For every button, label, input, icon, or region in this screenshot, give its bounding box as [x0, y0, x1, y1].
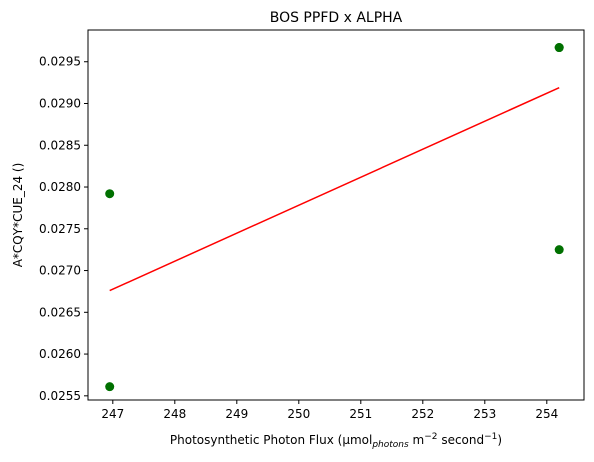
- x-axis-label: Photosynthetic Photon Flux (µmolphotons …: [170, 432, 502, 450]
- chart-title: BOS PPFD x ALPHA: [270, 10, 403, 26]
- y-tick-label: 0.0280: [39, 180, 81, 194]
- x-axis-label-prefix: Photosynthetic Photon Flux (µmol: [170, 433, 372, 447]
- y-tick-label: 0.0290: [39, 96, 81, 110]
- data-point: [554, 43, 564, 53]
- y-tick-label: 0.0265: [39, 305, 81, 319]
- plot-frame: [87, 29, 585, 401]
- y-tick-label: 0.0295: [39, 55, 81, 69]
- y-axis: 0.0255 0.0260 0.0265 0.0270 0.0275 0.0280 0.02…: [39, 55, 88, 403]
- x-tick-label: 248: [163, 407, 186, 421]
- x-tick-label: 249: [225, 407, 248, 421]
- x-tick-label: 251: [349, 407, 372, 421]
- y-tick-label: 0.0270: [39, 264, 81, 278]
- points-layer: [105, 43, 564, 392]
- x-tick-label: 247: [101, 407, 124, 421]
- x-tick-label: 254: [535, 407, 558, 421]
- x-axis-label-middle: m: [409, 433, 425, 447]
- y-tick-label: 0.0255: [39, 389, 81, 403]
- x-axis-label-superscript: −2: [424, 432, 437, 442]
- data-point: [554, 245, 564, 255]
- x-tick-label: 253: [473, 407, 496, 421]
- x-tick-label: 250: [287, 407, 310, 421]
- plot-area: [88, 30, 584, 400]
- y-tick-label: 0.0260: [39, 347, 81, 361]
- fit-line: [109, 86, 560, 292]
- x-axis-label-suffix: ): [497, 433, 502, 447]
- x-axis: 247 248 249 250 251 252 253 254: [101, 400, 558, 421]
- y-tick-label: 0.0285: [39, 138, 81, 152]
- data-point: [105, 382, 115, 392]
- fit-line-layer: [109, 86, 560, 292]
- data-point: [105, 189, 115, 199]
- x-tick-label: 252: [411, 407, 434, 421]
- y-axis-label: A*CQY*CUE_24 (): [11, 163, 25, 268]
- x-axis-label-middle2: second: [438, 433, 485, 447]
- x-axis-label-superscript2: −1: [484, 432, 497, 442]
- x-axis-label-subscript: photons: [371, 440, 409, 450]
- y-tick-label: 0.0275: [39, 222, 81, 236]
